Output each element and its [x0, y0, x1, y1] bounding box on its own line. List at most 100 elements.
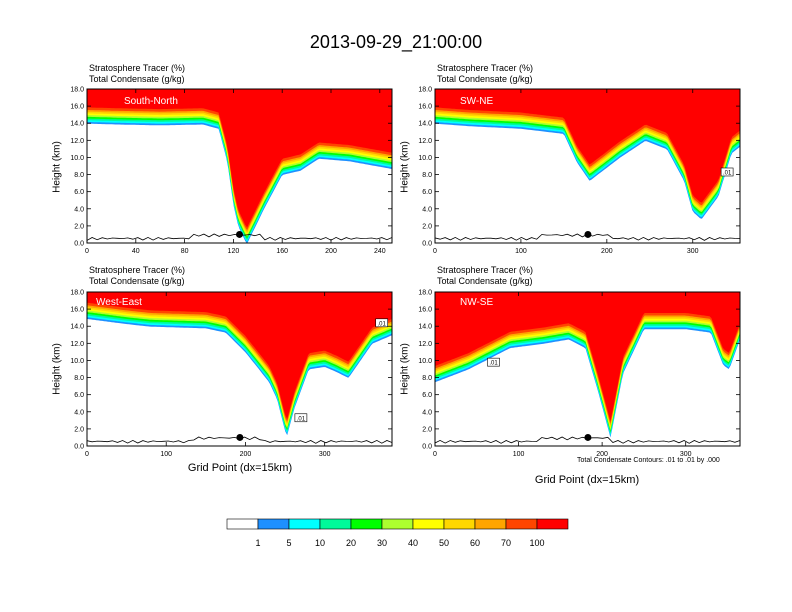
- panel-4-ytick-label-6: 12.0: [418, 341, 432, 348]
- panel-2-xtick-label-2: 200: [601, 248, 613, 255]
- panel-1-ytick-label-9: 18.0: [70, 87, 84, 94]
- panel-3-xtick-label-2: 200: [240, 451, 252, 458]
- colorbar-label-6: 40: [408, 538, 418, 548]
- panel-2-ytick-label-1: 2.0: [422, 223, 432, 230]
- panel-2-y-axis-label: Height (km): [399, 141, 411, 193]
- panel-1-xtick-label-0: 0: [85, 248, 89, 255]
- colorbar-label-8: 60: [470, 538, 480, 548]
- panel-1-ytick-label-4: 8.0: [74, 172, 84, 179]
- panel-1-frame: [86, 88, 393, 244]
- panel-1-ytick-label-7: 14.0: [70, 121, 84, 128]
- panel-4-ytick-label-4: 8.0: [422, 375, 432, 382]
- figure-title: 2013-09-29_21:00:00: [309, 32, 483, 52]
- panel-3-frame: [86, 291, 393, 447]
- panel-4-title: Stratosphere Tracer (%) Total Condensate…: [437, 265, 533, 287]
- panel-4-ytick-label-3: 6.0: [422, 392, 432, 399]
- panel-4-xtick-label-0: 0: [433, 451, 437, 458]
- panel-1-ytick-label-3: 6.0: [74, 189, 84, 196]
- panel-4-ytick-label-5: 10.0: [418, 358, 432, 365]
- panel-1-band-10: [87, 89, 392, 228]
- panel-4-x-axis-label: Grid Point (dx=15km): [534, 474, 640, 486]
- colorbar-label-10: 100: [529, 538, 544, 548]
- panel-4-y-axis-label: Height (km): [399, 343, 411, 395]
- panel-2-ytick-label-9: 18.0: [418, 87, 432, 94]
- panel-3-band-10: [87, 292, 392, 419]
- panel-3-ytick-label-2: 4.0: [74, 409, 84, 416]
- panel-2-contour-label-box-1: [720, 167, 734, 177]
- panel-1-label: South-North: [124, 96, 178, 107]
- contour-note: Total Condensate Contours: .01 to .01 by…: [577, 457, 720, 464]
- colorbar-swatch-7: [412, 518, 445, 530]
- panel-2-ytick-label-5: 10.0: [418, 155, 432, 162]
- panel-1-ytick-label-6: 12.0: [70, 138, 84, 145]
- colorbar-label-2: 5: [286, 538, 291, 548]
- panel-4-xtick-label-3: 300: [680, 451, 692, 458]
- panel-4-ytick-label-7: 14.0: [418, 324, 432, 331]
- panel-4-ytick-label-9: 18.0: [418, 290, 432, 297]
- panel-3-title-line1: Stratosphere Tracer (%): [89, 265, 186, 275]
- panel-2-ytick-label-2: 4.0: [422, 206, 432, 213]
- panel-3-ytick-label-3: 6.0: [74, 392, 84, 399]
- panel-2-ytick-label-7: 14.0: [418, 121, 432, 128]
- panel-1-xtick-label-6: 240: [374, 248, 386, 255]
- panel-1-tracer-field: [87, 89, 392, 243]
- colorbar-label-9: 70: [501, 538, 511, 548]
- panel-1-ytick-label-0: 0.0: [74, 241, 84, 248]
- panel-2-frame: [434, 88, 741, 244]
- panel-4-contour-label-1: .01: [489, 361, 498, 367]
- panel-3-ytick-label-7: 14.0: [70, 324, 84, 331]
- panel-4-xtick-label-2: 200: [596, 451, 608, 458]
- panel-3-label: West-East: [96, 297, 142, 308]
- panel-4-ytick-label-0: 0.0: [422, 444, 432, 451]
- panel-4-ytick-label-2: 4.0: [422, 409, 432, 416]
- panel-1-xtick-label-2: 80: [181, 248, 189, 255]
- panel-3-y-axis-label: Height (km): [51, 343, 63, 395]
- colorbar-swatch-9: [474, 518, 507, 530]
- panel-3-tracer-field: [87, 292, 392, 446]
- panel-2-group: .01 0.0 2.0 4.0 6.0 8.0 10.0 12.0 14.0 16.0 18.0 0 1…: [418, 87, 741, 255]
- panel-4-ytick-label-8: 16.0: [418, 307, 432, 314]
- panel-1-title: Stratosphere Tracer (%) Total Condensate…: [89, 63, 185, 85]
- panel-3-ytick-label-4: 8.0: [74, 375, 84, 382]
- panel-3-contour-label-2: .01: [378, 321, 387, 327]
- panel-4-frame: [434, 291, 741, 447]
- panel-2-ytick-label-6: 12.0: [418, 138, 432, 145]
- panel-4-xtick-label-1: 100: [513, 451, 525, 458]
- panel-1-xtick-label-1: 40: [132, 248, 140, 255]
- panel-4-tracer-field: [435, 292, 740, 446]
- panel-2-title: Stratosphere Tracer (%) Total Condensate…: [437, 63, 533, 85]
- panel-2-xtick-label-3: 300: [687, 248, 699, 255]
- panel-3-xtick-label-1: 100: [160, 451, 172, 458]
- colorbar-swatch-11: [536, 518, 569, 530]
- panel-3-ytick-label-9: 18.0: [70, 290, 84, 297]
- panel-1-xtick-label-3: 120: [228, 248, 240, 255]
- panel-3-ytick-label-0: 0.0: [74, 444, 84, 451]
- panel-3-title: Stratosphere Tracer (%) Total Condensate…: [89, 265, 185, 287]
- colorbar-swatch-8: [443, 518, 476, 530]
- panel-1-ytick-label-1: 2.0: [74, 223, 84, 230]
- panel-4-title-line2: Total Condensate (g/kg): [437, 276, 533, 286]
- panel-3-xtick-label-3: 300: [319, 451, 331, 458]
- panel-3-group: .01 .01 0.0 2.0 4.0 6.0 8.0 10.0 12.0 14.0 16.0 18.…: [70, 290, 393, 458]
- panel-4-group: .01 0.0 2.0 4.0 6.0 8.0 10.0 12.0 14.0 16.0 18.0 0 1…: [418, 290, 741, 458]
- colorbar-swatch-2: [257, 518, 290, 530]
- panel-4-location-marker: [584, 433, 592, 441]
- colorbar-swatch-6: [381, 518, 414, 530]
- panel-2-ytick-label-0: 0.0: [422, 241, 432, 248]
- colorbar-label-3: 10: [315, 538, 325, 548]
- panel-2-ytick-label-3: 6.0: [422, 189, 432, 196]
- panel-3-contour-label-box-2: [375, 318, 389, 328]
- panel-2-ytick-label-8: 16.0: [418, 104, 432, 111]
- panel-3-contour-label-1: .01: [297, 416, 306, 422]
- colorbar-swatch-5: [350, 518, 383, 530]
- colorbar-swatch-1: [226, 518, 259, 530]
- panel-1-ytick-label-2: 4.0: [74, 206, 84, 213]
- panel-4-title-line1: Stratosphere Tracer (%): [437, 265, 534, 275]
- panel-1-ytick-label-5: 10.0: [70, 155, 84, 162]
- panel-3-x-axis-label: Grid Point (dx=15km): [187, 462, 293, 474]
- panel-4-contour-label-box-1: [487, 357, 500, 367]
- panel-2-ytick-label-4: 8.0: [422, 172, 432, 179]
- panel-1-title-line1: Stratosphere Tracer (%): [89, 63, 186, 73]
- panel-4-band-10: [435, 292, 740, 422]
